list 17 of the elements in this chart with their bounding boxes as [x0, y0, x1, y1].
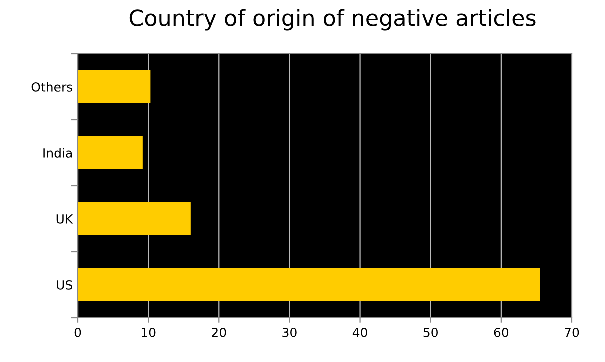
bar	[78, 202, 191, 236]
x-tick-label: 10	[142, 328, 156, 338]
y-tick-label: US	[57, 280, 72, 290]
x-tick-label: 40	[352, 328, 368, 338]
x-tick-label: 20	[212, 328, 226, 338]
y-tick-label: UK	[56, 214, 74, 224]
y-tick-label: Others	[32, 82, 73, 92]
y-tick-label: India	[44, 148, 72, 158]
x-tick-label: 0	[74, 328, 82, 338]
bar	[78, 136, 143, 170]
x-tick-label: 60	[494, 328, 509, 338]
x-tick-label: 50	[424, 328, 438, 338]
bar	[78, 268, 540, 302]
bar	[78, 70, 151, 104]
x-tick-label: 30	[282, 328, 297, 338]
chart-title: Country of origin of negative articles	[130, 9, 536, 31]
x-tick-label: 70	[565, 328, 580, 338]
